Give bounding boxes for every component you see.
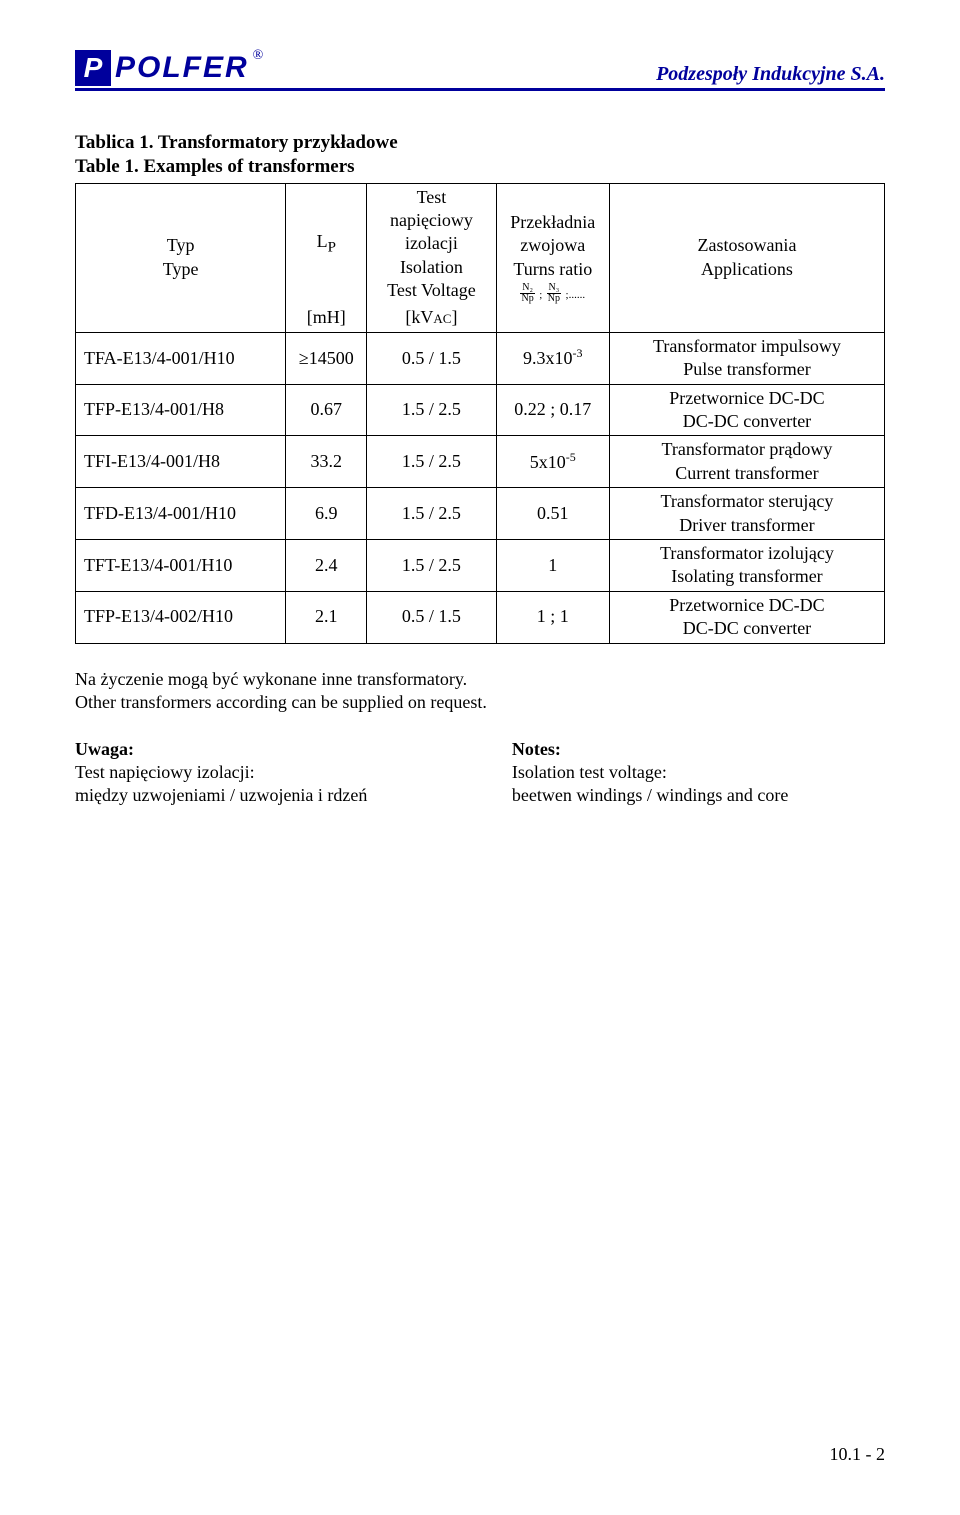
- cell-type: TFA-E13/4-001/H10: [76, 332, 286, 384]
- cell-tr: 5x10-5: [496, 436, 609, 488]
- logo: P POLFER®: [75, 50, 263, 86]
- th-lp: LP: [286, 183, 367, 304]
- section-title: Tablica 1. Transformatory przykładowe Ta…: [75, 131, 885, 179]
- cell-type: TFP-E13/4-002/H10: [76, 591, 286, 643]
- section-title-en: Table 1. Examples of transformers: [75, 156, 355, 177]
- table-row: TFP-E13/4-002/H102.10.5 / 1.51 ; 1Przetw…: [76, 591, 885, 643]
- cell-lp: ≥14500: [286, 332, 367, 384]
- table-row: TFD-E13/4-001/H106.91.5 / 2.50.51Transfo…: [76, 488, 885, 540]
- cell-lp: 2.4: [286, 539, 367, 591]
- table-row: TFT-E13/4-001/H102.41.5 / 2.51Transforma…: [76, 539, 885, 591]
- cell-lp: 2.1: [286, 591, 367, 643]
- cell-tv: 1.5 / 2.5: [367, 539, 496, 591]
- th-lp-sub: P: [328, 240, 336, 256]
- th-tv-l1: Test: [417, 187, 447, 207]
- table-row: TFI-E13/4-001/H833.21.5 / 2.55x10-5Trans…: [76, 436, 885, 488]
- transformers-table: Typ Type LP Test napięciowy izolacji Iso…: [75, 183, 885, 644]
- th-tv-l2: napięciowy: [390, 210, 473, 230]
- cell-tr: 1: [496, 539, 609, 591]
- cell-tr: 1 ; 1: [496, 591, 609, 643]
- page-number: 10.1 - 2: [830, 1444, 886, 1465]
- th-lp-sym: L: [317, 231, 328, 251]
- turns-tail: ;......: [566, 289, 586, 301]
- notes-right-l1: Isolation test voltage:: [512, 762, 667, 782]
- th-app-pl: Zastosowania: [697, 235, 796, 255]
- notes-left: Uwaga: Test napięciowy izolacji: między …: [75, 738, 472, 808]
- cell-type: TFT-E13/4-001/H10: [76, 539, 286, 591]
- turns-frac2: N₃ Np: [547, 283, 561, 304]
- cell-tr: 0.22 ; 0.17: [496, 384, 609, 436]
- cell-tv: 1.5 / 2.5: [367, 436, 496, 488]
- notes-block: Na życzenie mogą być wykonane inne trans…: [75, 668, 885, 808]
- page-header: P POLFER® Podzespoły Indukcyjne S.A.: [75, 50, 885, 91]
- table-row: TFA-E13/4-001/H10≥145000.5 / 1.59.3x10-3…: [76, 332, 885, 384]
- cell-app: Transformator sterującyDriver transforme…: [609, 488, 884, 540]
- th-tr-l2: zwojowa: [520, 235, 585, 255]
- th-tv-unit-sub: AC: [433, 311, 451, 326]
- cell-app: Transformator izolującyIsolating transfo…: [609, 539, 884, 591]
- logo-mark-letter: P: [84, 54, 103, 82]
- notes-right: Notes: Isolation test voltage: beetwen w…: [512, 738, 885, 808]
- cell-lp: 6.9: [286, 488, 367, 540]
- note-line2: Other transformers according can be supp…: [75, 691, 885, 714]
- logo-mark-icon: P: [75, 50, 111, 86]
- cell-tv: 1.5 / 2.5: [367, 384, 496, 436]
- cell-app: Transformator impulsowyPulse transformer: [609, 332, 884, 384]
- cell-app: Przetwornice DC-DCDC-DC converter: [609, 591, 884, 643]
- th-lp-unit: [mH]: [286, 304, 367, 332]
- cell-tr: 9.3x10-3: [496, 332, 609, 384]
- th-tv-unit-pre: [kV: [405, 307, 433, 327]
- cell-lp: 33.2: [286, 436, 367, 488]
- notes-left-l1: Test napięciowy izolacji:: [75, 762, 255, 782]
- th-type-pl: Typ: [167, 235, 195, 255]
- th-type-en: Type: [163, 259, 199, 279]
- logo-registered-icon: ®: [253, 48, 264, 64]
- turns-frac2-bot: Np: [547, 294, 561, 304]
- logo-wordmark: POLFER: [115, 51, 249, 85]
- cell-lp: 0.67: [286, 384, 367, 436]
- th-tv-l4: Isolation: [400, 257, 463, 277]
- notes-right-l2: beetwen windings / windings and core: [512, 785, 788, 805]
- th-tv-unit: [kVAC]: [367, 304, 496, 332]
- th-tr-l1: Przekładnia: [510, 212, 595, 232]
- note-line1: Na życzenie mogą być wykonane inne trans…: [75, 668, 885, 691]
- cell-type: TFI-E13/4-001/H8: [76, 436, 286, 488]
- th-applications: Zastosowania Applications: [609, 183, 884, 332]
- notes-right-head: Notes:: [512, 739, 561, 759]
- th-testvoltage: Test napięciowy izolacji Isolation Test …: [367, 183, 496, 304]
- cell-tv: 0.5 / 1.5: [367, 332, 496, 384]
- th-tv-l5: Test Voltage: [387, 280, 476, 300]
- notes-left-head: Uwaga:: [75, 739, 134, 759]
- table-head-row-labels: Typ Type LP Test napięciowy izolacji Iso…: [76, 183, 885, 304]
- cell-tv: 1.5 / 2.5: [367, 488, 496, 540]
- page: P POLFER® Podzespoły Indukcyjne S.A. Tab…: [0, 0, 960, 1515]
- turns-frac1-bot: Np: [520, 294, 534, 304]
- turns-sep1: ;: [539, 289, 542, 301]
- cell-tv: 0.5 / 1.5: [367, 591, 496, 643]
- cell-type: TFP-E13/4-001/H8: [76, 384, 286, 436]
- company-name: Podzespoły Indukcyjne S.A.: [656, 63, 885, 86]
- table-body: TFA-E13/4-001/H10≥145000.5 / 1.59.3x10-3…: [76, 332, 885, 643]
- th-app-en: Applications: [701, 259, 793, 279]
- turns-frac1: N₂ Np: [520, 283, 534, 304]
- th-type: Typ Type: [76, 183, 286, 332]
- th-tr-l3: Turns ratio: [513, 259, 592, 279]
- notes-left-l2: między uzwojeniami / uzwojenia i rdzeń: [75, 785, 367, 805]
- cell-app: Transformator prądowyCurrent transformer: [609, 436, 884, 488]
- th-tv-l3: izolacji: [405, 233, 458, 253]
- th-tv-unit-close: ]: [451, 307, 457, 327]
- section-title-pl: Tablica 1. Transformatory przykładowe: [75, 132, 398, 153]
- cell-tr: 0.51: [496, 488, 609, 540]
- table-row: TFP-E13/4-001/H80.671.5 / 2.50.22 ; 0.17…: [76, 384, 885, 436]
- cell-type: TFD-E13/4-001/H10: [76, 488, 286, 540]
- th-tr-frac-row: N₂ Np ; N₃ Np ;......: [520, 282, 585, 302]
- th-turnsratio: Przekładnia zwojowa Turns ratio N₂ Np ; …: [496, 183, 609, 332]
- cell-app: Przetwornice DC-DCDC-DC converter: [609, 384, 884, 436]
